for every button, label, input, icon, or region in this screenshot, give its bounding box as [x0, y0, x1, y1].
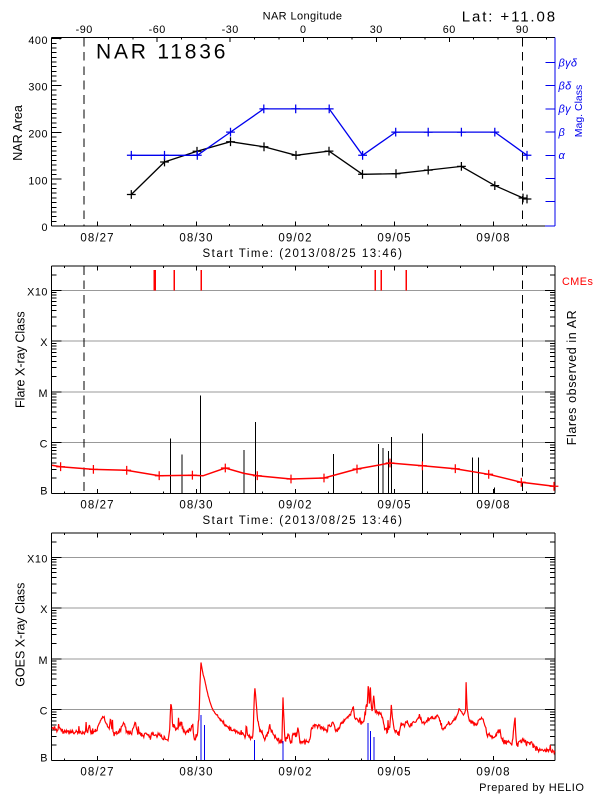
- svg-text:0: 0: [41, 222, 48, 234]
- svg-text:-30: -30: [222, 24, 239, 36]
- svg-text:βγδ: βγδ: [558, 57, 578, 69]
- svg-text:B: B: [40, 486, 48, 498]
- svg-text:08/27: 08/27: [80, 500, 114, 512]
- svg-text:08/27: 08/27: [80, 767, 114, 779]
- svg-text:α: α: [559, 150, 566, 162]
- svg-text:Start Time: (2013/08/25 13:46): Start Time: (2013/08/25 13:46): [203, 248, 404, 260]
- svg-text:90: 90: [516, 24, 529, 36]
- svg-text:09/05: 09/05: [377, 767, 411, 779]
- svg-text:Mag. Class: Mag. Class: [573, 85, 585, 138]
- svg-text:08/27: 08/27: [80, 233, 114, 245]
- svg-text:NAR Area: NAR Area: [11, 105, 25, 161]
- svg-text:Flare X-ray Class: Flare X-ray Class: [14, 311, 28, 408]
- svg-text:C: C: [40, 706, 48, 718]
- svg-text:M: M: [38, 655, 48, 667]
- svg-text:08/30: 08/30: [179, 767, 213, 779]
- svg-text:X10: X10: [27, 553, 48, 565]
- svg-text:08/30: 08/30: [179, 233, 213, 245]
- svg-text:09/08: 09/08: [476, 233, 510, 245]
- svg-text:GOES X-ray Class: GOES X-ray Class: [14, 583, 28, 687]
- svg-text:-90: -90: [76, 24, 93, 36]
- svg-text:09/08: 09/08: [476, 767, 510, 779]
- svg-text:09/08: 09/08: [476, 500, 510, 512]
- svg-text:C: C: [40, 439, 48, 451]
- svg-text:100: 100: [28, 175, 48, 187]
- svg-text:NAR 11836: NAR 11836: [96, 41, 228, 64]
- svg-text:200: 200: [28, 129, 48, 141]
- svg-text:βδ: βδ: [558, 81, 573, 93]
- svg-text:400: 400: [28, 35, 48, 47]
- svg-text:Prepared by HELIO: Prepared by HELIO: [479, 782, 584, 794]
- svg-text:Lat: +11.08: Lat: +11.08: [462, 9, 557, 26]
- svg-text:09/02: 09/02: [278, 767, 312, 779]
- svg-text:09/02: 09/02: [278, 500, 312, 512]
- svg-text:09/05: 09/05: [377, 233, 411, 245]
- svg-text:M: M: [38, 388, 48, 400]
- svg-text:X10: X10: [27, 286, 48, 298]
- svg-text:CMEs: CMEs: [562, 276, 593, 288]
- svg-text:X: X: [40, 604, 48, 616]
- svg-text:0: 0: [300, 24, 307, 36]
- svg-text:09/05: 09/05: [377, 500, 411, 512]
- svg-text:-60: -60: [149, 24, 166, 36]
- svg-text:30: 30: [370, 24, 383, 36]
- svg-text:β: β: [558, 127, 566, 139]
- svg-text:βγ: βγ: [558, 104, 573, 116]
- svg-text:300: 300: [28, 82, 48, 94]
- svg-text:60: 60: [443, 24, 456, 36]
- svg-text:NAR Longitude: NAR Longitude: [263, 11, 343, 23]
- svg-text:09/02: 09/02: [278, 233, 312, 245]
- svg-text:Flares observed in AR: Flares observed in AR: [565, 310, 579, 446]
- svg-text:Start Time: (2013/08/25 13:46): Start Time: (2013/08/25 13:46): [203, 515, 404, 527]
- svg-text:X: X: [40, 337, 48, 349]
- svg-text:08/30: 08/30: [179, 500, 213, 512]
- svg-text:B: B: [40, 753, 48, 765]
